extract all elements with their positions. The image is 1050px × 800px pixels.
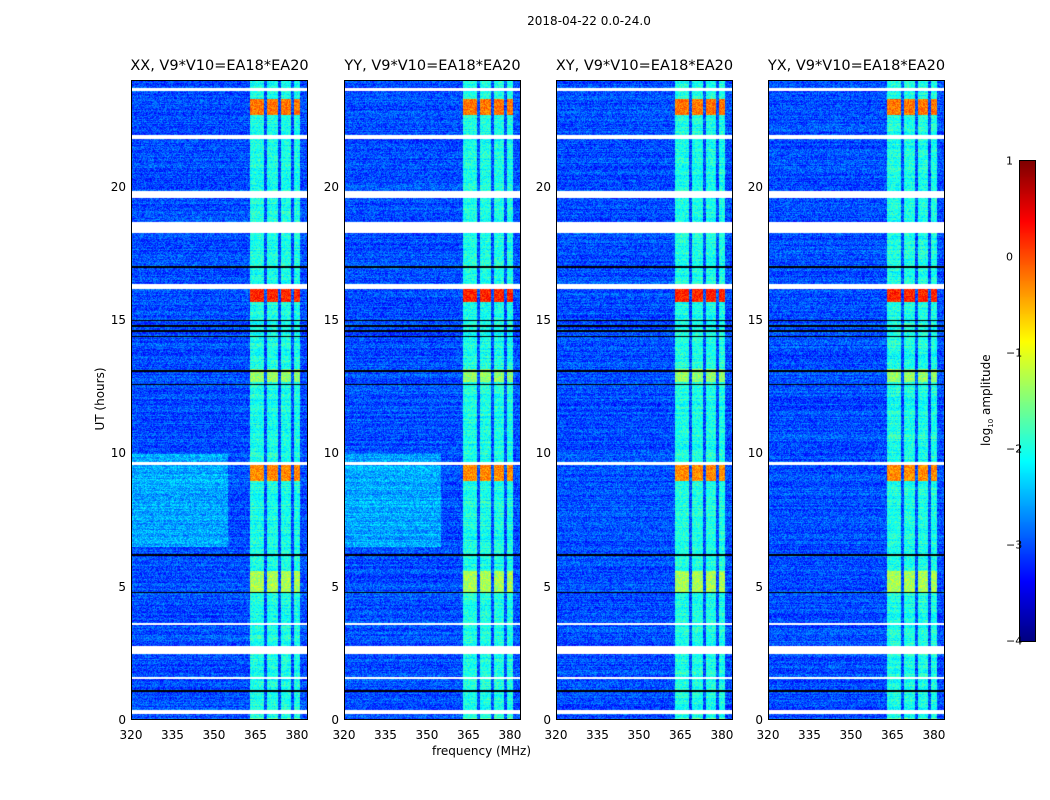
- y-tick-label: 10: [323, 446, 339, 461]
- y-tick-label: 20: [747, 179, 763, 194]
- x-tick-label: 380: [498, 728, 522, 742]
- colorbar-tick-label: −4: [1006, 634, 1023, 648]
- axes-frame: [131, 80, 308, 720]
- waterfall-heatmap: [131, 80, 308, 720]
- x-tick-label: 335: [586, 728, 609, 742]
- x-tick-label: 380: [710, 728, 734, 742]
- y-tick-label: 5: [118, 579, 126, 594]
- x-tick-label: 350: [202, 728, 226, 742]
- y-tick-label: 0: [331, 713, 339, 727]
- y-tick-label: 10: [535, 446, 551, 461]
- waterfall-panel-xx: XX, V9*V10=EA18*EA20 320 335 350 365 380 0 5 10 1…: [111, 58, 309, 742]
- x-tick-label: 365: [244, 728, 267, 742]
- y-tick-label: 20: [323, 179, 339, 194]
- x-tick-label: 380: [922, 728, 946, 742]
- x-tick-label: 320: [544, 728, 568, 742]
- y-tick-label: 5: [331, 579, 339, 594]
- waterfall-panel-yx: YX, V9*V10=EA18*EA20 320 335 350 365 380 0 5 10 1…: [748, 58, 946, 742]
- x-tick-label: 365: [457, 728, 480, 742]
- waterfall-panel-yy: YY, V9*V10=EA18*EA20 320 335 350 365 380 0 5 10 1…: [324, 58, 522, 742]
- y-tick-label: 10: [110, 446, 126, 461]
- y-tick-label: 0: [118, 713, 126, 727]
- waterfall-heatmap: [768, 80, 945, 720]
- y-tick-label: 5: [543, 579, 551, 594]
- colorbar-label: log10 amplitude: [978, 354, 996, 447]
- x-tick-label: 365: [669, 728, 692, 742]
- colorbar-tick-label: 0: [1006, 250, 1013, 264]
- x-tick-label: 350: [627, 728, 651, 742]
- y-axis-label: UT (hours): [93, 367, 107, 431]
- panel-title: XY, V9*V10=EA18*EA20: [555, 58, 734, 74]
- figure-title: 2018-04-22 0.0-24.0: [527, 14, 651, 28]
- y-tick-label: 0: [755, 713, 763, 727]
- x-tick-label: 365: [881, 728, 904, 742]
- colorbar: [1019, 160, 1036, 642]
- axes-frame: [344, 80, 521, 720]
- x-tick-label: 350: [839, 728, 863, 742]
- x-tick-label: 335: [374, 728, 397, 742]
- colorbar-tick-label: 1: [1006, 154, 1013, 168]
- colorbar-tick-label: −3: [1006, 538, 1023, 552]
- x-tick-label: 320: [119, 728, 143, 742]
- x-tick-label: 320: [756, 728, 780, 742]
- y-tick-label: 15: [535, 313, 551, 327]
- x-tick-label: 335: [161, 728, 184, 742]
- colorbar-tick-label: −1: [1006, 346, 1023, 360]
- x-tick-label: 380: [285, 728, 309, 742]
- axes-frame: [768, 80, 945, 720]
- waterfall-panel-xy: XY, V9*V10=EA18*EA20 320 335 350 365 380 0 5 10 1…: [536, 58, 734, 742]
- y-tick-label: 0: [543, 713, 551, 727]
- x-axis-label: frequency (MHz): [432, 744, 532, 758]
- x-tick-label: 350: [415, 728, 439, 742]
- y-tick-label: 15: [323, 313, 339, 327]
- panel-title: XX, V9*V10=EA18*EA20: [130, 58, 309, 74]
- waterfall-heatmap: [344, 80, 521, 720]
- x-tick-label: 335: [798, 728, 821, 742]
- y-tick-label: 20: [535, 179, 551, 194]
- y-tick-label: 20: [110, 179, 126, 194]
- y-tick-label: 15: [747, 313, 763, 327]
- axes-frame: [556, 80, 733, 720]
- colorbar-tick-label: −2: [1006, 442, 1023, 456]
- panel-title: YX, V9*V10=EA18*EA20: [767, 58, 946, 74]
- waterfall-heatmap: [556, 80, 733, 720]
- y-tick-label: 5: [755, 579, 763, 594]
- y-tick-label: 15: [110, 313, 126, 327]
- x-tick-label: 320: [332, 728, 356, 742]
- panel-title: YY, V9*V10=EA18*EA20: [344, 58, 521, 74]
- y-tick-label: 10: [747, 446, 763, 461]
